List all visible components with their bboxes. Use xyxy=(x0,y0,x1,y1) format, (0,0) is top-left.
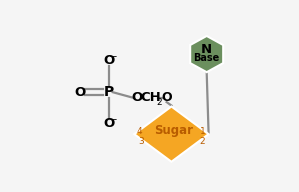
Text: 4: 4 xyxy=(137,127,142,136)
Text: O: O xyxy=(103,54,114,67)
Text: O: O xyxy=(103,117,114,130)
Text: 1: 1 xyxy=(200,127,206,136)
Text: O: O xyxy=(75,86,86,99)
Text: P: P xyxy=(103,85,114,99)
Polygon shape xyxy=(190,36,223,72)
Text: −: − xyxy=(109,115,118,125)
Polygon shape xyxy=(134,107,209,162)
Text: N: N xyxy=(201,43,212,56)
Text: Sugar: Sugar xyxy=(154,124,193,137)
Text: 2: 2 xyxy=(157,98,162,107)
Text: Base: Base xyxy=(193,53,220,63)
Text: −: − xyxy=(109,52,118,62)
Text: O: O xyxy=(132,91,143,104)
Text: 2: 2 xyxy=(199,137,205,146)
Text: O: O xyxy=(161,91,172,104)
Text: 3: 3 xyxy=(139,137,144,146)
Text: CH: CH xyxy=(140,91,161,104)
